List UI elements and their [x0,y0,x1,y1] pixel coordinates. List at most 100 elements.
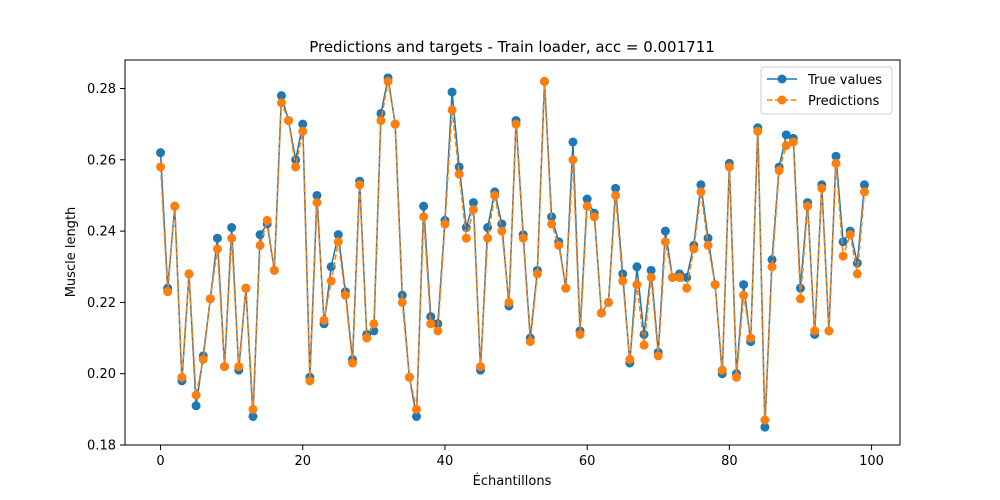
data-point-true-values [739,280,749,290]
data-point-predictions [575,329,585,339]
data-point-predictions [447,105,457,115]
data-point-predictions [618,276,628,286]
data-point-true-values [760,422,770,432]
data-point-true-values [156,148,166,158]
data-point-true-values [639,329,649,339]
data-point-predictions [212,244,222,254]
data-point-predictions [561,283,571,293]
data-point-predictions [746,333,756,343]
data-point-predictions [625,354,635,364]
data-point-predictions [803,201,813,211]
data-point-true-values [291,155,301,165]
data-point-predictions [518,233,528,243]
data-point-predictions [454,169,464,179]
data-point-predictions [582,201,592,211]
data-point-predictions [177,372,187,382]
data-point-true-values [255,230,265,240]
data-point-predictions [589,212,599,222]
data-point-predictions [348,358,358,368]
plot-area [156,73,869,432]
data-point-true-values [276,91,286,101]
data-point-true-values [468,198,478,208]
x-tick-label: 40 [437,454,454,469]
data-point-predictions [554,240,564,250]
data-point-predictions [419,212,429,222]
data-point-true-values [611,183,621,193]
data-point-predictions [774,166,784,176]
data-point-predictions [667,272,677,282]
ticks: 0 20 40 60 80 100 0.18 0.20 0.22 0.24 0.26 0.28 [87,82,884,469]
x-tick-label: 60 [579,454,596,469]
data-point-predictions [255,240,265,250]
data-point-true-values [312,190,322,200]
data-point-predictions [412,404,422,414]
data-point-predictions [191,390,201,400]
data-point-predictions [383,76,393,86]
data-point-predictions [248,404,258,414]
data-point-true-values [696,180,706,190]
data-point-predictions [547,219,557,229]
data-point-predictions [241,283,251,293]
data-point-predictions [682,283,692,293]
data-point-predictions [660,237,670,247]
data-point-predictions [340,290,350,300]
y-tick-label: 0.28 [87,82,116,97]
data-point-predictions [781,141,791,151]
data-point-predictions [262,215,272,225]
data-point-predictions [333,237,343,247]
data-point-true-values [838,237,848,247]
data-point-predictions [689,244,699,254]
data-point-predictions [497,226,507,236]
data-point-predictions [717,365,727,375]
data-point-predictions [525,337,535,347]
y-tick-label: 0.20 [87,367,116,382]
y-tick-label: 0.22 [87,296,116,311]
data-point-predictions [795,294,805,304]
data-point-true-values [454,162,464,172]
data-point-predictions [710,280,720,290]
data-point-true-values [781,130,791,140]
data-point-predictions [724,162,734,172]
data-point-predictions [703,240,713,250]
data-point-predictions [739,290,749,300]
data-point-predictions [568,155,578,165]
data-point-predictions [696,187,706,197]
data-point-predictions [653,351,663,361]
data-point-predictions [198,354,208,364]
data-point-predictions [810,326,820,336]
data-point-predictions [852,269,862,279]
data-point-predictions [753,126,763,136]
data-point-predictions [227,233,237,243]
series-line-predictions [159,80,866,421]
data-point-true-values [298,119,308,129]
data-point-predictions [490,190,500,200]
data-point-predictions [269,265,279,275]
data-point-predictions [284,116,294,126]
data-point-predictions [532,269,542,279]
data-point-true-values [831,151,841,161]
data-point-true-values [632,262,642,272]
data-point-predictions [298,126,308,136]
data-point-true-values [568,137,578,147]
y-tick-label: 0.18 [87,439,116,454]
legend: True values Predictions [760,66,893,115]
data-point-true-values [212,233,222,243]
data-point-true-values [582,194,592,204]
data-point-predictions [319,315,329,325]
data-point-predictions [461,233,471,243]
data-point-true-values [767,255,777,265]
data-point-predictions [603,297,613,307]
data-point-predictions [376,116,386,126]
data-point-predictions [156,162,166,172]
data-point-predictions [291,162,301,172]
legend-marker-predictions [777,95,787,105]
data-point-predictions [234,362,244,372]
data-point-true-values [646,265,656,275]
data-point-predictions [390,119,400,129]
data-point-predictions [205,294,215,304]
data-point-true-values [412,411,422,421]
y-tick-label: 0.24 [87,225,116,240]
data-point-true-values [248,411,258,421]
x-tick-label: 80 [721,454,738,469]
